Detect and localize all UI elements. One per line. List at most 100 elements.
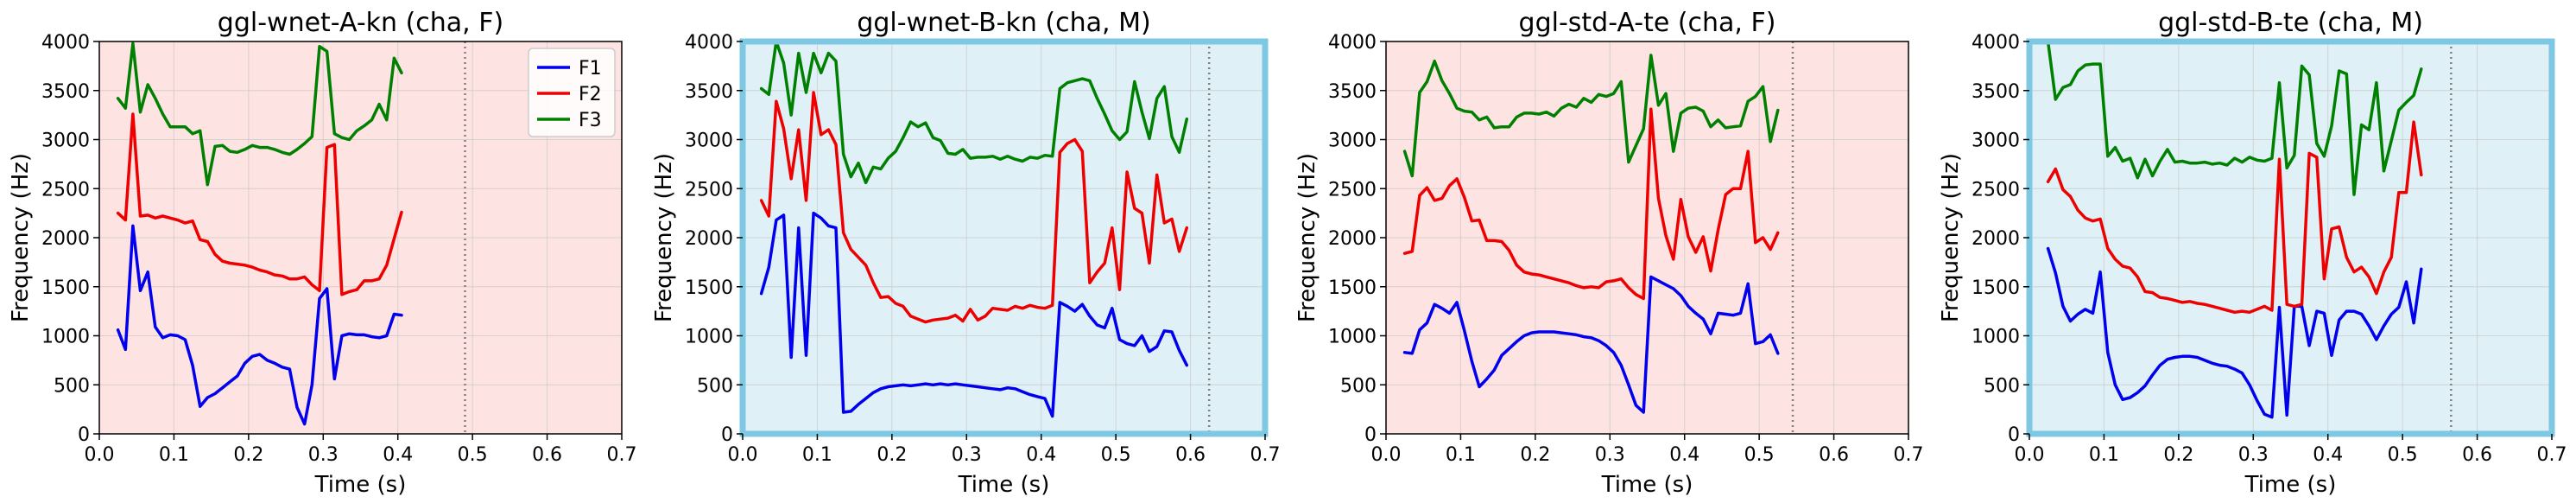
y-tick-label: 0 bbox=[78, 424, 90, 446]
x-tick-label: 0.4 bbox=[383, 444, 413, 466]
x-tick-label: 0.0 bbox=[2015, 444, 2045, 466]
legend: F1 F2 F3 bbox=[528, 48, 616, 137]
series-line-f1 bbox=[1402, 275, 1780, 414]
x-tick-label: 0.7 bbox=[2537, 444, 2567, 466]
y-tick-label: 3000 bbox=[41, 131, 90, 152]
x-tick-label: 0.5 bbox=[2388, 444, 2418, 466]
y-tick-label: 0 bbox=[1364, 424, 1377, 446]
y-tick-label: 500 bbox=[1340, 375, 1377, 397]
y-tick-label: 0 bbox=[721, 424, 733, 446]
x-tick-label: 0.6 bbox=[1175, 444, 1206, 466]
legend-label: F1 bbox=[579, 58, 602, 80]
series-line-f3 bbox=[116, 41, 403, 187]
chart-title: ggl-std-A-te (cha, F) bbox=[1519, 8, 1776, 38]
y-tick-label: 0 bbox=[2008, 424, 2020, 446]
x-tick-label: 0.6 bbox=[2462, 444, 2492, 466]
y-tick-label: 2000 bbox=[1328, 228, 1377, 250]
x-tick-label: 0.6 bbox=[532, 444, 562, 466]
y-tick-label: 1500 bbox=[1972, 277, 2020, 299]
x-tick-label: 0.4 bbox=[1026, 444, 1056, 466]
x-tick-label: 0.1 bbox=[2089, 444, 2119, 466]
y-tick-label: 500 bbox=[697, 375, 733, 397]
series-line-f3 bbox=[2046, 40, 2423, 196]
y-tick-label: 3000 bbox=[1972, 131, 2020, 152]
y-tick-label: 2500 bbox=[1328, 179, 1377, 201]
y-tick-label: 1000 bbox=[1328, 327, 1377, 348]
y-tick-label: 2000 bbox=[41, 228, 90, 250]
y-tick-label: 2500 bbox=[1972, 179, 2020, 201]
series-line-f2 bbox=[2046, 120, 2423, 315]
x-tick-label: 0.1 bbox=[1446, 444, 1476, 466]
y-tick-label: 1500 bbox=[1328, 277, 1377, 299]
x-tick-label: 0.1 bbox=[159, 444, 189, 466]
y-tick-label: 2000 bbox=[1972, 228, 2020, 250]
x-tick-label: 0.3 bbox=[2238, 444, 2269, 466]
legend-label: F2 bbox=[579, 84, 602, 105]
series-line-f2 bbox=[1402, 107, 1780, 301]
x-axis-label: Time (s) bbox=[314, 472, 407, 498]
y-tick-label: 3500 bbox=[1328, 81, 1377, 103]
y-tick-label: 2000 bbox=[685, 228, 733, 250]
x-tick-label: 0.0 bbox=[728, 444, 758, 466]
y-axis-label: Frequency (Hz) bbox=[1938, 153, 1964, 322]
x-tick-label: 0.4 bbox=[2313, 444, 2343, 466]
x-tick-label: 0.0 bbox=[85, 444, 115, 466]
x-tick-label: 0.7 bbox=[1250, 444, 1281, 466]
subplot-3: 0.0 0.1 0.2 0.3 0.4 0.5 0.6 0.7 0 500 1000 1500 2000… bbox=[1294, 8, 1924, 498]
x-tick-label: 0.2 bbox=[877, 444, 907, 466]
x-tick-label: 0.7 bbox=[1894, 444, 1924, 466]
series-line-f2 bbox=[116, 112, 403, 296]
chart-title: ggl-std-B-te (cha, M) bbox=[2158, 8, 2423, 38]
y-tick-label: 4000 bbox=[1972, 32, 2020, 54]
y-axis-label: Frequency (Hz) bbox=[651, 153, 677, 322]
subplot-2: 0.0 0.1 0.2 0.3 0.4 0.5 0.6 0.7 0 500 1000 1500 2000… bbox=[651, 8, 1281, 498]
x-tick-label: 0.3 bbox=[1595, 444, 1625, 466]
x-tick-label: 0.4 bbox=[1669, 444, 1699, 466]
subplot-4: 0.0 0.1 0.2 0.3 0.4 0.5 0.6 0.7 0 500 1000 1500 2000… bbox=[1938, 8, 2567, 498]
x-tick-label: 0.5 bbox=[1744, 444, 1775, 466]
x-tick-label: 0.3 bbox=[952, 444, 982, 466]
y-tick-label: 3500 bbox=[41, 81, 90, 103]
x-tick-label: 0.7 bbox=[607, 444, 637, 466]
chart-title: ggl-wnet-A-kn (cha, F) bbox=[218, 8, 503, 38]
y-tick-label: 1000 bbox=[685, 327, 733, 348]
x-tick-label: 0.5 bbox=[458, 444, 488, 466]
series-line-f3 bbox=[1402, 54, 1780, 178]
y-tick-label: 1000 bbox=[1972, 327, 2020, 348]
series-line-f1 bbox=[116, 224, 403, 426]
y-tick-label: 500 bbox=[1984, 375, 2020, 397]
y-axis-label: Frequency (Hz) bbox=[8, 153, 34, 322]
x-tick-label: 0.5 bbox=[1101, 444, 1131, 466]
y-tick-label: 500 bbox=[54, 375, 90, 397]
y-tick-label: 3000 bbox=[1328, 131, 1377, 152]
y-tick-label: 3500 bbox=[685, 81, 733, 103]
series-line-f1 bbox=[2046, 246, 2423, 419]
series-line-f3 bbox=[759, 40, 1189, 185]
x-tick-label: 0.3 bbox=[308, 444, 339, 466]
y-tick-label: 2500 bbox=[41, 179, 90, 201]
x-tick-label: 0.2 bbox=[233, 444, 263, 466]
y-tick-label: 4000 bbox=[685, 32, 733, 54]
x-tick-label: 0.2 bbox=[1520, 444, 1550, 466]
y-tick-label: 3000 bbox=[685, 131, 733, 152]
x-axis-label: Time (s) bbox=[1601, 472, 1693, 498]
series-line-f2 bbox=[759, 91, 1189, 324]
series-line-f1 bbox=[759, 211, 1189, 418]
legend-label: F3 bbox=[579, 110, 602, 131]
subplot-1: 0.0 0.1 0.2 0.3 0.4 0.5 0.6 0.7 0 500 1000 1500 2000… bbox=[8, 8, 637, 498]
x-tick-label: 0.1 bbox=[802, 444, 832, 466]
y-tick-label: 3500 bbox=[1972, 81, 2020, 103]
y-tick-label: 1500 bbox=[41, 277, 90, 299]
y-tick-label: 4000 bbox=[41, 32, 90, 54]
x-tick-label: 0.6 bbox=[1819, 444, 1849, 466]
y-tick-label: 4000 bbox=[1328, 32, 1377, 54]
y-axis-label: Frequency (Hz) bbox=[1294, 153, 1320, 322]
x-tick-label: 0.2 bbox=[2163, 444, 2193, 466]
y-tick-label: 2500 bbox=[685, 179, 733, 201]
y-tick-label: 1500 bbox=[685, 277, 733, 299]
y-tick-label: 1000 bbox=[41, 327, 90, 348]
legend-box bbox=[528, 48, 616, 137]
x-axis-label: Time (s) bbox=[958, 472, 1050, 498]
x-tick-label: 0.0 bbox=[1371, 444, 1402, 466]
